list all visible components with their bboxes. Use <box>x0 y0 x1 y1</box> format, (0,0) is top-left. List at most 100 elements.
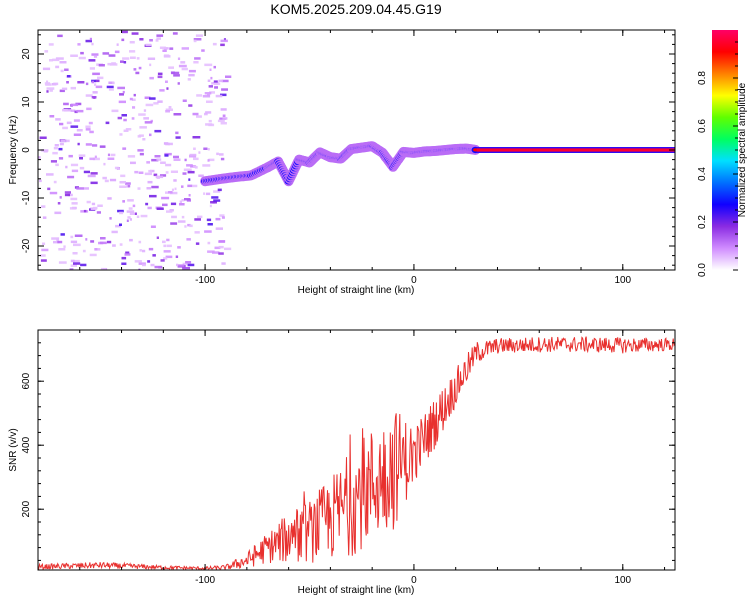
heatmap-cell <box>121 256 127 260</box>
heatmap-cell <box>106 240 112 244</box>
heatmap-cell <box>157 100 163 103</box>
heatmap-cell <box>152 254 156 257</box>
heatmap-cell <box>181 67 188 71</box>
heatmap-cell <box>122 200 125 203</box>
heatmap-cell <box>125 128 132 131</box>
heatmap-cell <box>192 112 199 116</box>
x-tick-label: -100 <box>195 275 215 286</box>
heatmap-cell <box>165 142 170 146</box>
heatmap-cell <box>138 113 146 116</box>
heatmap-cell <box>173 74 180 77</box>
heatmap-cell <box>109 217 112 220</box>
heatmap-cell <box>209 68 212 71</box>
heatmap-cell <box>175 131 179 135</box>
heatmap-cell <box>163 54 170 57</box>
heatmap-cell <box>175 255 179 258</box>
colorbar-label: Normalized spectral amplitude <box>737 82 748 217</box>
heatmap-cell <box>182 172 187 175</box>
heatmap-cell <box>172 32 178 35</box>
heatmap-cell <box>139 152 144 156</box>
heatmap-cell <box>162 240 166 244</box>
heatmap-cell <box>74 110 78 114</box>
heatmap-cell <box>107 157 115 160</box>
heatmap-cell <box>165 255 173 259</box>
heatmap-cell <box>109 178 117 182</box>
heatmap-cell <box>46 87 55 90</box>
heatmap-cell <box>175 136 181 139</box>
heatmap-cell <box>79 157 83 160</box>
heatmap-cell <box>62 126 68 130</box>
heatmap-cell <box>173 155 179 159</box>
colorbar-ticks: 0.0 0.2 0.4 0.6 0.8 <box>697 41 738 277</box>
heatmap-cell <box>214 82 221 86</box>
heatmap-cell <box>91 53 99 56</box>
heatmap-cell <box>151 185 159 189</box>
heatmap-cell <box>193 147 196 150</box>
snr-frame <box>37 329 676 571</box>
heatmap-cell <box>122 147 127 150</box>
y-tick-label: 10 <box>21 96 32 108</box>
heatmap-cell <box>130 56 136 59</box>
heatmap-cell <box>187 170 195 174</box>
heatmap-cell <box>121 38 125 42</box>
heatmap-cell <box>77 43 81 46</box>
heatmap-cell <box>128 207 133 210</box>
heatmap-cell <box>194 218 201 221</box>
heatmap-cell <box>111 109 119 113</box>
heatmap-cell <box>114 50 120 54</box>
heatmap-cell <box>136 57 140 60</box>
heatmap-cell <box>196 115 202 118</box>
heatmap-cell <box>129 218 132 221</box>
heatmap-cell <box>220 39 228 43</box>
heatmap-cell <box>177 264 185 267</box>
heatmap-cell <box>59 122 64 126</box>
heatmap-cell <box>58 248 66 251</box>
heatmap-cell <box>182 262 188 266</box>
heatmap-cell <box>70 259 75 263</box>
heatmap-cell <box>142 249 146 253</box>
heatmap-cell <box>97 204 103 207</box>
heatmap-cell <box>183 168 192 171</box>
heatmap-cell <box>206 93 210 97</box>
heatmap-cell <box>102 176 107 180</box>
heatmap-cell <box>46 90 49 93</box>
heatmap-cell <box>160 259 165 262</box>
heatmap-cell <box>70 163 79 167</box>
heatmap-cell <box>145 103 154 107</box>
heatmap-cell <box>121 114 127 117</box>
heatmap-cell <box>149 194 157 198</box>
y-tick-label: 400 <box>21 436 32 453</box>
heatmap-cell <box>184 158 187 162</box>
heatmap-cell <box>108 81 114 84</box>
heatmap-cell <box>213 199 221 202</box>
heatmap-cell <box>70 240 78 244</box>
heatmap-cell <box>190 165 196 168</box>
heatmap-cell <box>73 133 81 136</box>
heatmap-cell <box>49 191 58 195</box>
heatmap-cell <box>204 63 213 67</box>
heatmap-cell <box>166 210 173 213</box>
heatmap-cell <box>138 134 144 137</box>
heatmap-cell <box>103 162 106 166</box>
heatmap-cell <box>156 37 161 40</box>
heatmap-cell <box>220 122 227 125</box>
heatmap-cell <box>71 169 79 173</box>
heatmap-cell <box>176 263 179 267</box>
heatmap-cell <box>210 76 213 80</box>
heatmap-cell <box>96 211 101 214</box>
heatmap-cell <box>117 209 124 213</box>
snr-ylabel: SNR (v/v) <box>8 428 19 471</box>
heatmap-cell <box>131 117 135 120</box>
heatmap-cell <box>93 55 98 58</box>
heatmap-cell <box>92 157 100 161</box>
heatmap-cell <box>52 58 60 62</box>
heatmap-cell <box>218 79 223 83</box>
heatmap-cell <box>169 191 178 195</box>
heatmap-cell <box>40 254 46 257</box>
heatmap-cell <box>213 65 216 69</box>
heatmap-cell <box>122 90 125 94</box>
heatmap-cell <box>163 257 168 260</box>
heatmap-cell <box>201 49 205 52</box>
heatmap-cell <box>162 203 168 207</box>
